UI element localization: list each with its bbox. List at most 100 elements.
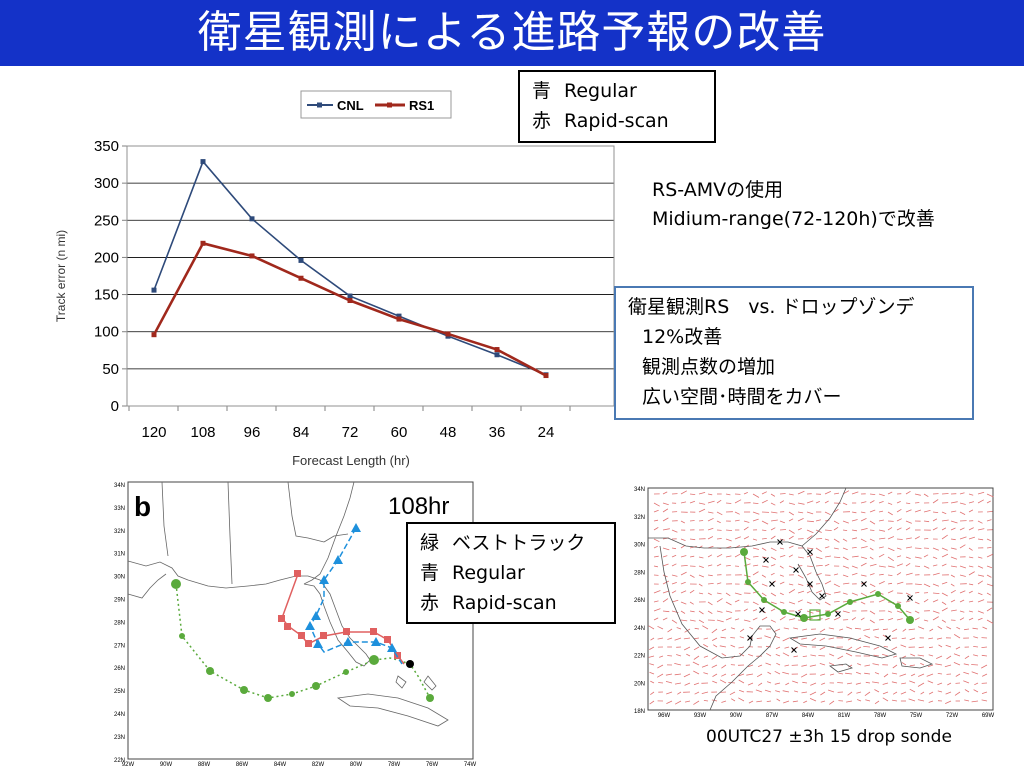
wind-barb bbox=[964, 655, 970, 660]
wind-barb bbox=[752, 590, 759, 594]
wind-barb bbox=[950, 510, 957, 513]
wind-barb bbox=[707, 536, 714, 540]
wind-barb bbox=[846, 682, 853, 685]
wind-barb bbox=[774, 682, 781, 685]
wind-barb bbox=[738, 679, 745, 684]
wind-barb bbox=[893, 655, 898, 658]
wind-barb bbox=[872, 681, 880, 684]
wind-barb bbox=[824, 491, 831, 495]
wind-barb bbox=[914, 547, 922, 549]
wind-barb bbox=[900, 691, 907, 695]
wind-barb bbox=[674, 700, 682, 705]
wind-barb bbox=[648, 625, 655, 630]
wind-barb bbox=[908, 628, 916, 631]
wind-barb bbox=[896, 555, 902, 558]
wind-barb bbox=[761, 538, 767, 540]
wind-barb bbox=[752, 571, 759, 576]
wind-barb bbox=[882, 682, 889, 685]
lon-label: 75W bbox=[910, 713, 923, 719]
wind-barb bbox=[748, 654, 754, 657]
track-error-chart: 0 50 100 150 200 250 300 350 120 108 96 84 72 60 48 36… bbox=[54, 90, 615, 468]
wind-barb bbox=[950, 520, 958, 524]
rapid-scan-point bbox=[343, 628, 350, 635]
y-tick-label: 100 bbox=[94, 324, 119, 341]
wind-barb bbox=[674, 663, 682, 666]
best-track-point bbox=[875, 591, 881, 597]
wind-barb bbox=[824, 519, 830, 522]
wind-barb bbox=[746, 673, 754, 676]
wind-barb bbox=[860, 501, 867, 504]
wind-barb bbox=[819, 637, 826, 642]
legend-value: Regular bbox=[452, 562, 525, 584]
wind-barb bbox=[701, 664, 709, 668]
wind-barb bbox=[874, 672, 880, 675]
wind-barb bbox=[968, 565, 974, 568]
wind-barb bbox=[959, 502, 966, 505]
wind-barb bbox=[662, 547, 670, 551]
wind-barb bbox=[815, 538, 823, 540]
wind-barb bbox=[869, 619, 875, 624]
wind-barb bbox=[761, 574, 767, 578]
wind-barb bbox=[941, 592, 948, 597]
wind-barb bbox=[945, 700, 952, 704]
wind-barb bbox=[749, 626, 754, 630]
wind-barb bbox=[833, 520, 840, 525]
wind-barb bbox=[770, 547, 777, 552]
wind-barb bbox=[839, 628, 844, 631]
wind-barb bbox=[891, 646, 898, 651]
wind-barb bbox=[788, 583, 794, 586]
wind-barb bbox=[689, 493, 696, 495]
wind-barb bbox=[712, 680, 718, 684]
wind-barb bbox=[792, 700, 799, 703]
wind-barb bbox=[806, 590, 811, 594]
dropsonde-mark bbox=[759, 607, 765, 613]
best-track-point bbox=[171, 579, 181, 589]
wind-barb bbox=[815, 590, 822, 594]
wind-barb bbox=[833, 538, 840, 543]
lat-label: 29N bbox=[114, 598, 125, 604]
wind-barb bbox=[977, 499, 984, 504]
wind-barb bbox=[761, 499, 768, 504]
regular-point bbox=[313, 639, 323, 648]
wind-barb bbox=[833, 591, 841, 594]
wind-barb bbox=[671, 563, 677, 567]
wind-barb bbox=[974, 682, 979, 686]
wind-barb bbox=[869, 563, 877, 567]
data-point-rs1 bbox=[151, 332, 157, 338]
wind-barb bbox=[671, 554, 677, 558]
wind-barb bbox=[882, 691, 889, 695]
wind-barb bbox=[928, 700, 934, 703]
wind-barb bbox=[689, 538, 696, 541]
wind-barb bbox=[856, 691, 862, 694]
wind-barb bbox=[824, 580, 832, 585]
wind-barb bbox=[657, 637, 664, 640]
wind-barb bbox=[968, 509, 974, 513]
wind-barb bbox=[721, 673, 727, 677]
wind-barb bbox=[896, 618, 903, 621]
wind-barb bbox=[680, 501, 687, 504]
wind-barb bbox=[802, 628, 808, 631]
wind-barb bbox=[905, 572, 913, 576]
wind-barb bbox=[869, 500, 875, 504]
lat-label: 24N bbox=[634, 626, 645, 632]
dropsonde-mark bbox=[747, 635, 753, 641]
wind-barb bbox=[833, 526, 839, 531]
wind-barb bbox=[977, 617, 983, 621]
wind-barb bbox=[743, 608, 748, 612]
wind-barb bbox=[860, 601, 866, 605]
wind-barb bbox=[683, 637, 691, 640]
wind-barb bbox=[721, 664, 727, 669]
wind-barb bbox=[891, 681, 898, 684]
wind-barb bbox=[649, 671, 655, 675]
wind-barb bbox=[972, 627, 979, 630]
wind-barb bbox=[689, 610, 695, 613]
wind-barb bbox=[815, 519, 822, 522]
wind-barb bbox=[905, 537, 912, 540]
wind-barb bbox=[725, 610, 733, 613]
wind-barb bbox=[981, 646, 988, 648]
wind-barb bbox=[797, 528, 802, 531]
wind-barb bbox=[909, 664, 916, 667]
wind-barb bbox=[725, 538, 732, 542]
wind-barb bbox=[882, 628, 889, 631]
wind-barb bbox=[752, 564, 759, 567]
